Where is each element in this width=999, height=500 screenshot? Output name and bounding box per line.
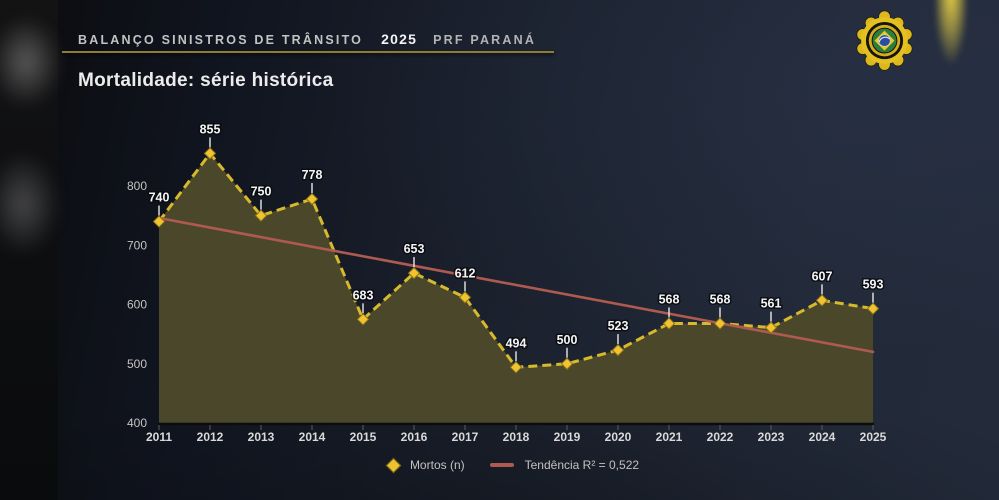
trend-line xyxy=(157,216,875,354)
report-year: 2025 xyxy=(381,31,418,47)
data-label-2014: 778 xyxy=(302,168,323,182)
report-org: PRF PARANÁ xyxy=(433,33,537,47)
mortos-legend-label: Mortos (n) xyxy=(409,458,465,472)
data-label-2023: 561 xyxy=(761,297,782,311)
chart-title: Mortalidade: série histórica xyxy=(78,70,334,91)
x-tick-label: 2017 xyxy=(452,430,479,444)
data-point-2015 xyxy=(356,313,370,326)
data-point-2021 xyxy=(662,317,676,330)
header-bar: BALANÇO SINISTROS DE TRÂNSITO 2025 PRF P… xyxy=(78,31,536,47)
y-tick-label: 700 xyxy=(127,238,147,252)
data-point-2020 xyxy=(611,343,625,357)
chart-legend: Mortos (n) Tendência R² = 0,522 xyxy=(14,457,999,473)
x-tick-label: 2011 xyxy=(146,430,172,444)
artifact-blob xyxy=(0,152,60,256)
data-point-2017 xyxy=(458,291,472,304)
data-label-2017: 612 xyxy=(455,266,476,280)
data-label-2012: 855 xyxy=(200,122,221,136)
x-tick-label: 2024 xyxy=(809,430,836,444)
header-underline xyxy=(62,51,554,53)
x-tick-label: 2015 xyxy=(350,430,377,444)
x-tick-label: 2014 xyxy=(299,430,326,444)
data-label-2015: 683 xyxy=(353,288,374,302)
x-tick-label: 2018 xyxy=(503,430,530,444)
data-point-2024 xyxy=(815,294,829,307)
data-point-2022 xyxy=(713,317,727,330)
data-point-2011 xyxy=(152,215,166,228)
prf-logo xyxy=(856,10,913,71)
artifact-blob xyxy=(0,16,62,108)
data-point-2019 xyxy=(560,357,574,370)
series-area xyxy=(159,153,873,423)
data-label-2011: 740 xyxy=(149,191,170,205)
data-point-2013 xyxy=(254,209,268,222)
y-tick-label: 400 xyxy=(127,416,147,430)
y-tick-label: 600 xyxy=(127,298,147,312)
data-label-2019: 500 xyxy=(557,333,578,347)
data-point-2014 xyxy=(305,192,319,206)
data-point-2016 xyxy=(407,266,421,280)
data-point-2018 xyxy=(509,361,523,374)
report-title: BALANÇO SINISTROS DE TRÂNSITO xyxy=(78,33,364,47)
video-edge-artifact xyxy=(0,0,62,500)
data-label-2016: 653 xyxy=(404,242,425,256)
data-label-2020: 523 xyxy=(608,319,629,333)
trend-legend-marker-icon xyxy=(489,463,514,467)
mortos-legend-marker-icon xyxy=(385,457,402,473)
data-point-2012 xyxy=(203,147,217,160)
data-label-2024: 607 xyxy=(812,269,833,283)
x-tick-label: 2021 xyxy=(656,430,683,444)
trend-legend-label: Tendência R² = 0,522 xyxy=(524,458,640,472)
x-tick-label: 2019 xyxy=(554,430,581,444)
data-label-2021: 568 xyxy=(659,292,680,306)
data-point-2025 xyxy=(866,302,880,315)
x-tick-label: 2022 xyxy=(707,430,734,444)
data-label-2025: 593 xyxy=(863,278,884,292)
x-tick-label: 2013 xyxy=(248,430,275,444)
x-tick-label: 2012 xyxy=(197,430,224,444)
data-label-2018: 494 xyxy=(506,336,527,350)
badge-white-band xyxy=(878,36,891,43)
data-point-2023 xyxy=(764,321,778,334)
x-tick-label: 2025 xyxy=(860,430,887,444)
x-tick-label: 2023 xyxy=(758,430,785,444)
x-tick-label: 2020 xyxy=(605,430,632,444)
data-label-2022: 568 xyxy=(710,292,731,306)
y-tick-label: 800 xyxy=(127,179,147,193)
y-tick-label: 500 xyxy=(127,357,147,371)
data-label-2013: 750 xyxy=(251,185,272,199)
light-glow xyxy=(936,0,966,86)
x-tick-label: 2016 xyxy=(401,430,428,444)
